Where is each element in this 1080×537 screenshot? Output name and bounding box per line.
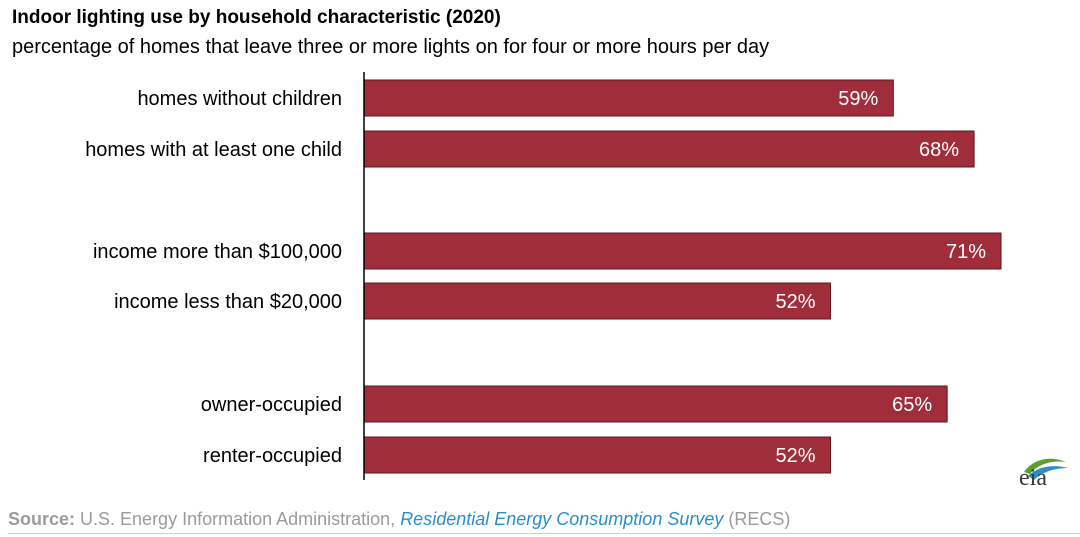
- value-label-owner-occupied: 65%: [892, 394, 932, 416]
- category-label-owner-occupied: owner-occupied: [201, 394, 342, 416]
- eia-logo-text: eia: [1019, 465, 1047, 491]
- source-suffix: (RECS): [723, 509, 791, 529]
- value-label-homes-with-at-least-one-child: 68%: [919, 139, 959, 161]
- category-label-homes-without-children: homes without children: [137, 88, 342, 110]
- value-label-income-more-than-100-000: 71%: [946, 241, 986, 263]
- value-label-renter-occupied: 52%: [776, 445, 816, 467]
- value-label-homes-without-children: 59%: [838, 88, 878, 110]
- bar-homes-with-at-least-one-child: [363, 130, 975, 168]
- source-survey-link[interactable]: Residential Energy Consumption Survey: [400, 509, 724, 529]
- bar-homes-without-children: [363, 79, 894, 117]
- bar-owner-occupied: [363, 385, 948, 423]
- source-prefix: Source:: [8, 509, 76, 529]
- bar-income-more-than-100-000: [363, 232, 1002, 270]
- category-label-income-less-than-20-000: income less than $20,000: [114, 291, 342, 313]
- source-note: Source: U.S. Energy Information Administ…: [8, 507, 790, 531]
- bar-renter-occupied: [363, 436, 832, 474]
- footer-divider: [8, 533, 1080, 534]
- bar-income-less-than-20-000: [363, 282, 832, 320]
- category-label-income-more-than-100-000: income more than $100,000: [93, 241, 342, 263]
- chart-subtitle: percentage of homes that leave three or …: [12, 36, 770, 58]
- value-label-income-less-than-20-000: 52%: [776, 291, 816, 313]
- eia-logo-icon: [1024, 458, 1068, 480]
- chart-title: Indoor lighting use by household charact…: [12, 7, 501, 28]
- source-agency: U.S. Energy Information Administration,: [75, 509, 401, 529]
- category-label-homes-with-at-least-one-child: homes with at least one child: [85, 139, 342, 161]
- category-label-renter-occupied: renter-occupied: [203, 445, 342, 467]
- bar-chart: homes without children 59% homes with at l…: [85, 72, 1002, 480]
